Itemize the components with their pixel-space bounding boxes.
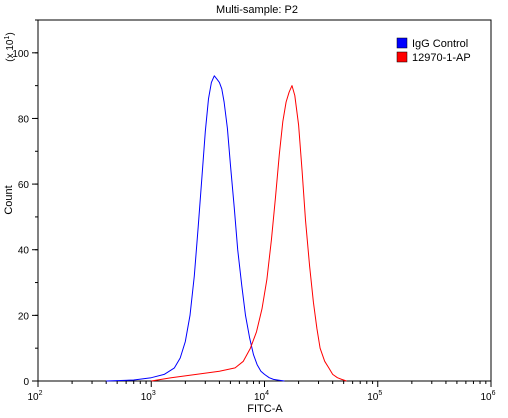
- legend-label: 12970-1-AP: [412, 52, 471, 64]
- legend: IgG Control 12970-1-AP: [396, 37, 471, 64]
- legend-label: IgG Control: [412, 38, 468, 50]
- x-axis-label: FITC-A: [247, 403, 283, 415]
- x-axis: 102 103 104 105 106: [27, 381, 496, 403]
- series-line-1: [106, 75, 285, 382]
- legend-swatch: [396, 37, 408, 49]
- plot-frame: [37, 19, 492, 382]
- y-tick-label: 40: [18, 246, 30, 257]
- y-tick-label: 20: [18, 311, 30, 322]
- x-tick-label: 106: [480, 390, 495, 403]
- legend-swatch: [396, 51, 408, 63]
- y-tick-label: 80: [18, 114, 30, 125]
- y-tick-label: 100: [12, 49, 29, 60]
- y-multiplier-label: (x 101): [4, 32, 16, 61]
- series-line-2: [151, 85, 347, 382]
- series-layer: [106, 75, 347, 382]
- x-tick-label: 105: [367, 390, 382, 403]
- y-tick-label: 0: [23, 377, 29, 388]
- y-axis: 0 20 40 60 80 100: [12, 19, 38, 388]
- chart-title: Multi-sample: P2: [216, 4, 298, 16]
- x-tick-label: 104: [254, 390, 269, 403]
- x-tick-label: 102: [27, 390, 42, 403]
- y-tick-label: 60: [18, 180, 30, 191]
- y-axis-label: Count: [3, 185, 15, 214]
- x-tick-label: 103: [141, 390, 156, 403]
